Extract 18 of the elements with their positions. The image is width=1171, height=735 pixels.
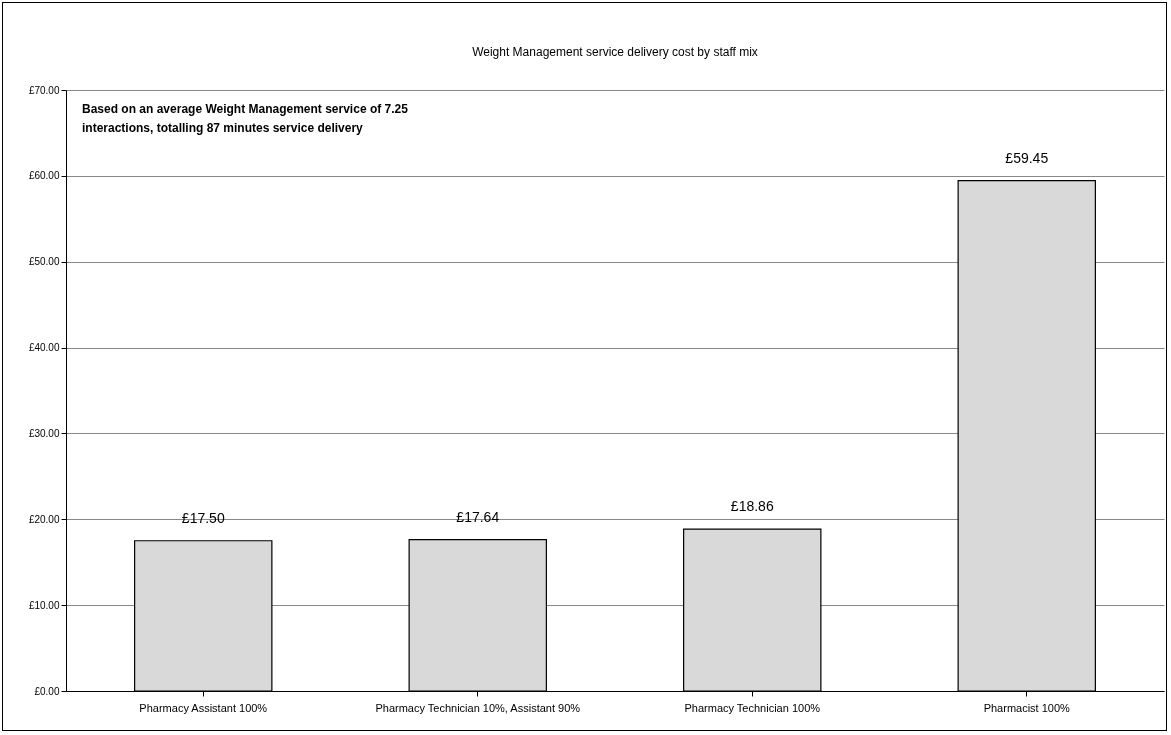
data-label: £17.50 (181, 509, 225, 526)
data-label: £59.45 (1005, 149, 1049, 166)
chart-title: Weight Management service delivery cost by staff mix (472, 45, 758, 59)
y-tick-label: £10.00 (28, 599, 60, 611)
data-label: £17.64 (456, 508, 500, 525)
y-tick-label: £60.00 (28, 170, 60, 182)
y-tick-label: £70.00 (28, 84, 60, 96)
x-tick-label: Pharmacist 100% (983, 701, 1071, 714)
y-tick-label: £40.00 (28, 342, 60, 354)
x-tick-label: Pharmacy Technician 100% (684, 701, 821, 714)
y-tick-label: £0.00 (34, 685, 60, 697)
annotation: Based on an average Weight Management service of 7.25 interactions, totalling 87 minutes service delivery (82, 102, 409, 135)
y-tick-label: £30.00 (28, 427, 60, 439)
data-label: £18.86 (730, 498, 774, 515)
x-tick-label: Pharmacy Technician 10%, Assistant 90% (375, 701, 581, 714)
y-tick-label: £50.00 (28, 256, 60, 268)
y-tick-label: £20.00 (28, 513, 60, 525)
x-tick-label: Pharmacy Assistant 100% (139, 701, 268, 714)
